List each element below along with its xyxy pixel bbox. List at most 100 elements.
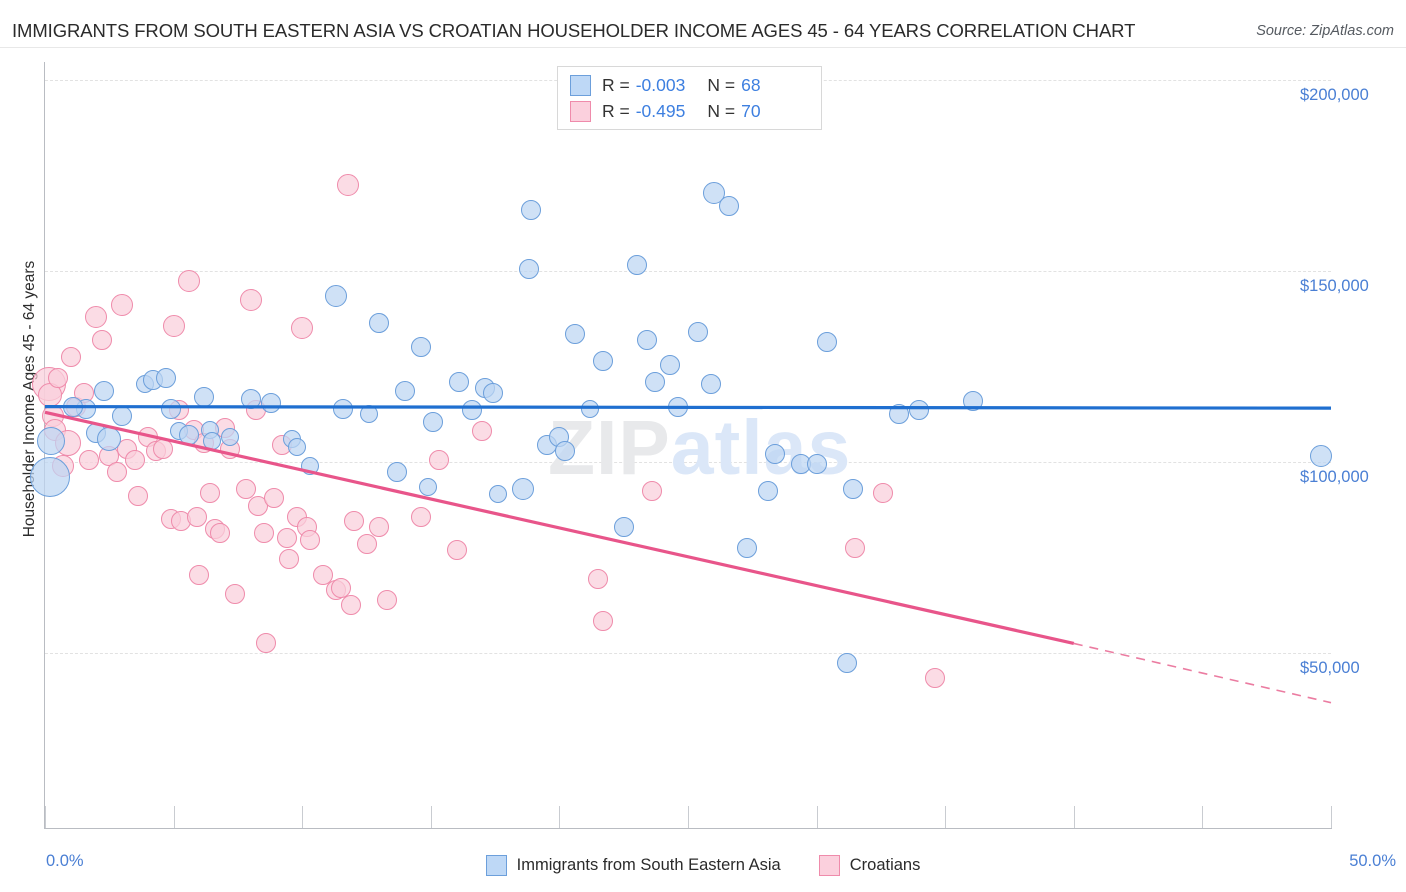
scatter-point[interactable] [719, 196, 740, 217]
scatter-point[interactable] [564, 324, 585, 345]
scatter-point[interactable] [91, 329, 112, 350]
scatter-point[interactable] [30, 457, 71, 498]
scatter-point[interactable] [299, 530, 320, 551]
scatter-point[interactable] [688, 322, 709, 343]
legend-swatch-icon [818, 854, 840, 876]
scatter-point[interactable] [518, 259, 539, 280]
scatter-point[interactable] [300, 456, 319, 475]
scatter-point[interactable] [428, 450, 449, 471]
scatter-point[interactable] [291, 317, 314, 340]
scatter-point[interactable] [512, 477, 535, 500]
scatter-point[interactable] [641, 480, 662, 501]
scatter-point[interactable] [423, 411, 444, 432]
scatter-point[interactable] [60, 346, 81, 367]
scatter-point[interactable] [613, 516, 634, 537]
scatter-point[interactable] [636, 329, 657, 350]
scatter-point[interactable] [235, 478, 256, 499]
scatter-point[interactable] [78, 450, 99, 471]
scatter-point[interactable] [472, 421, 493, 442]
scatter-point[interactable] [659, 354, 680, 375]
scatter-point[interactable] [343, 511, 364, 532]
scatter-point[interactable] [377, 589, 398, 610]
scatter-point[interactable] [162, 315, 185, 338]
scatter-point[interactable] [581, 399, 600, 418]
scatter-point[interactable] [261, 392, 282, 413]
scatter-point[interactable] [256, 633, 277, 654]
scatter-point[interactable] [153, 438, 174, 459]
legend-item-croatians[interactable]: Croatians [818, 854, 920, 876]
scatter-point[interactable] [199, 482, 220, 503]
scatter-point[interactable] [482, 383, 503, 404]
scatter-point[interactable] [47, 367, 68, 388]
scatter-point[interactable] [701, 373, 722, 394]
scatter-point[interactable] [112, 406, 133, 427]
scatter-point[interactable] [324, 284, 347, 307]
y-axis-tick-label: $150,000 [1300, 277, 1369, 295]
scatter-point[interactable] [873, 482, 894, 503]
scatter-point[interactable] [369, 516, 390, 537]
scatter-point[interactable] [288, 437, 307, 456]
scatter-point[interactable] [209, 522, 230, 543]
scatter-point[interactable] [276, 528, 297, 549]
scatter-point[interactable] [446, 539, 467, 560]
scatter-point[interactable] [702, 181, 725, 204]
legend-item-immigrants[interactable]: Immigrants from South Eastern Asia [485, 854, 781, 876]
scatter-point[interactable] [842, 478, 863, 499]
scatter-point[interactable] [239, 288, 262, 311]
scatter-point[interactable] [125, 450, 146, 471]
scatter-point[interactable] [737, 537, 758, 558]
scatter-point[interactable] [419, 477, 438, 496]
scatter-point[interactable] [845, 537, 866, 558]
x-axis-tick [302, 806, 304, 828]
scatter-point[interactable] [667, 396, 688, 417]
scatter-point[interactable] [107, 461, 128, 482]
scatter-point[interactable] [186, 507, 207, 528]
scatter-point[interactable] [1309, 445, 1332, 468]
scatter-point[interactable] [488, 485, 507, 504]
scatter-point[interactable] [963, 390, 984, 411]
scatter-point[interactable] [178, 269, 201, 292]
x-axis-tick [1073, 806, 1075, 828]
scatter-point[interactable] [225, 583, 246, 604]
scatter-point[interactable] [85, 305, 108, 328]
scatter-point[interactable] [161, 398, 182, 419]
scatter-point[interactable] [356, 534, 377, 555]
scatter-point[interactable] [395, 381, 416, 402]
scatter-point[interactable] [189, 564, 210, 585]
scatter-point[interactable] [253, 522, 274, 543]
scatter-point[interactable] [924, 667, 945, 688]
scatter-point[interactable] [521, 199, 542, 220]
scatter-point[interactable] [410, 337, 431, 358]
scatter-point[interactable] [341, 595, 362, 616]
scatter-point[interactable] [888, 404, 909, 425]
scatter-point[interactable] [360, 405, 379, 424]
scatter-point[interactable] [127, 486, 148, 507]
scatter-point[interactable] [593, 350, 614, 371]
scatter-point[interactable] [461, 400, 482, 421]
scatter-point[interactable] [816, 331, 837, 352]
scatter-point[interactable] [155, 367, 176, 388]
scatter-point[interactable] [593, 610, 614, 631]
scatter-point[interactable] [194, 387, 215, 408]
scatter-point[interactable] [909, 400, 930, 421]
scatter-point[interactable] [806, 453, 827, 474]
scatter-point[interactable] [387, 461, 408, 482]
scatter-point[interactable] [94, 381, 115, 402]
scatter-point[interactable] [644, 371, 665, 392]
scatter-point[interactable] [263, 488, 284, 509]
scatter-point[interactable] [111, 294, 134, 317]
scatter-point[interactable] [449, 371, 470, 392]
scatter-point[interactable] [369, 312, 390, 333]
scatter-point[interactable] [279, 549, 300, 570]
scatter-point[interactable] [757, 480, 778, 501]
scatter-point[interactable] [240, 388, 261, 409]
scatter-point[interactable] [63, 396, 84, 417]
scatter-point[interactable] [626, 255, 647, 276]
scatter-point[interactable] [203, 431, 222, 450]
scatter-point[interactable] [554, 440, 575, 461]
scatter-point[interactable] [587, 568, 608, 589]
scatter-point[interactable] [337, 174, 360, 197]
scatter-point[interactable] [837, 652, 858, 673]
scatter-point[interactable] [410, 507, 431, 528]
scatter-point[interactable] [333, 398, 354, 419]
